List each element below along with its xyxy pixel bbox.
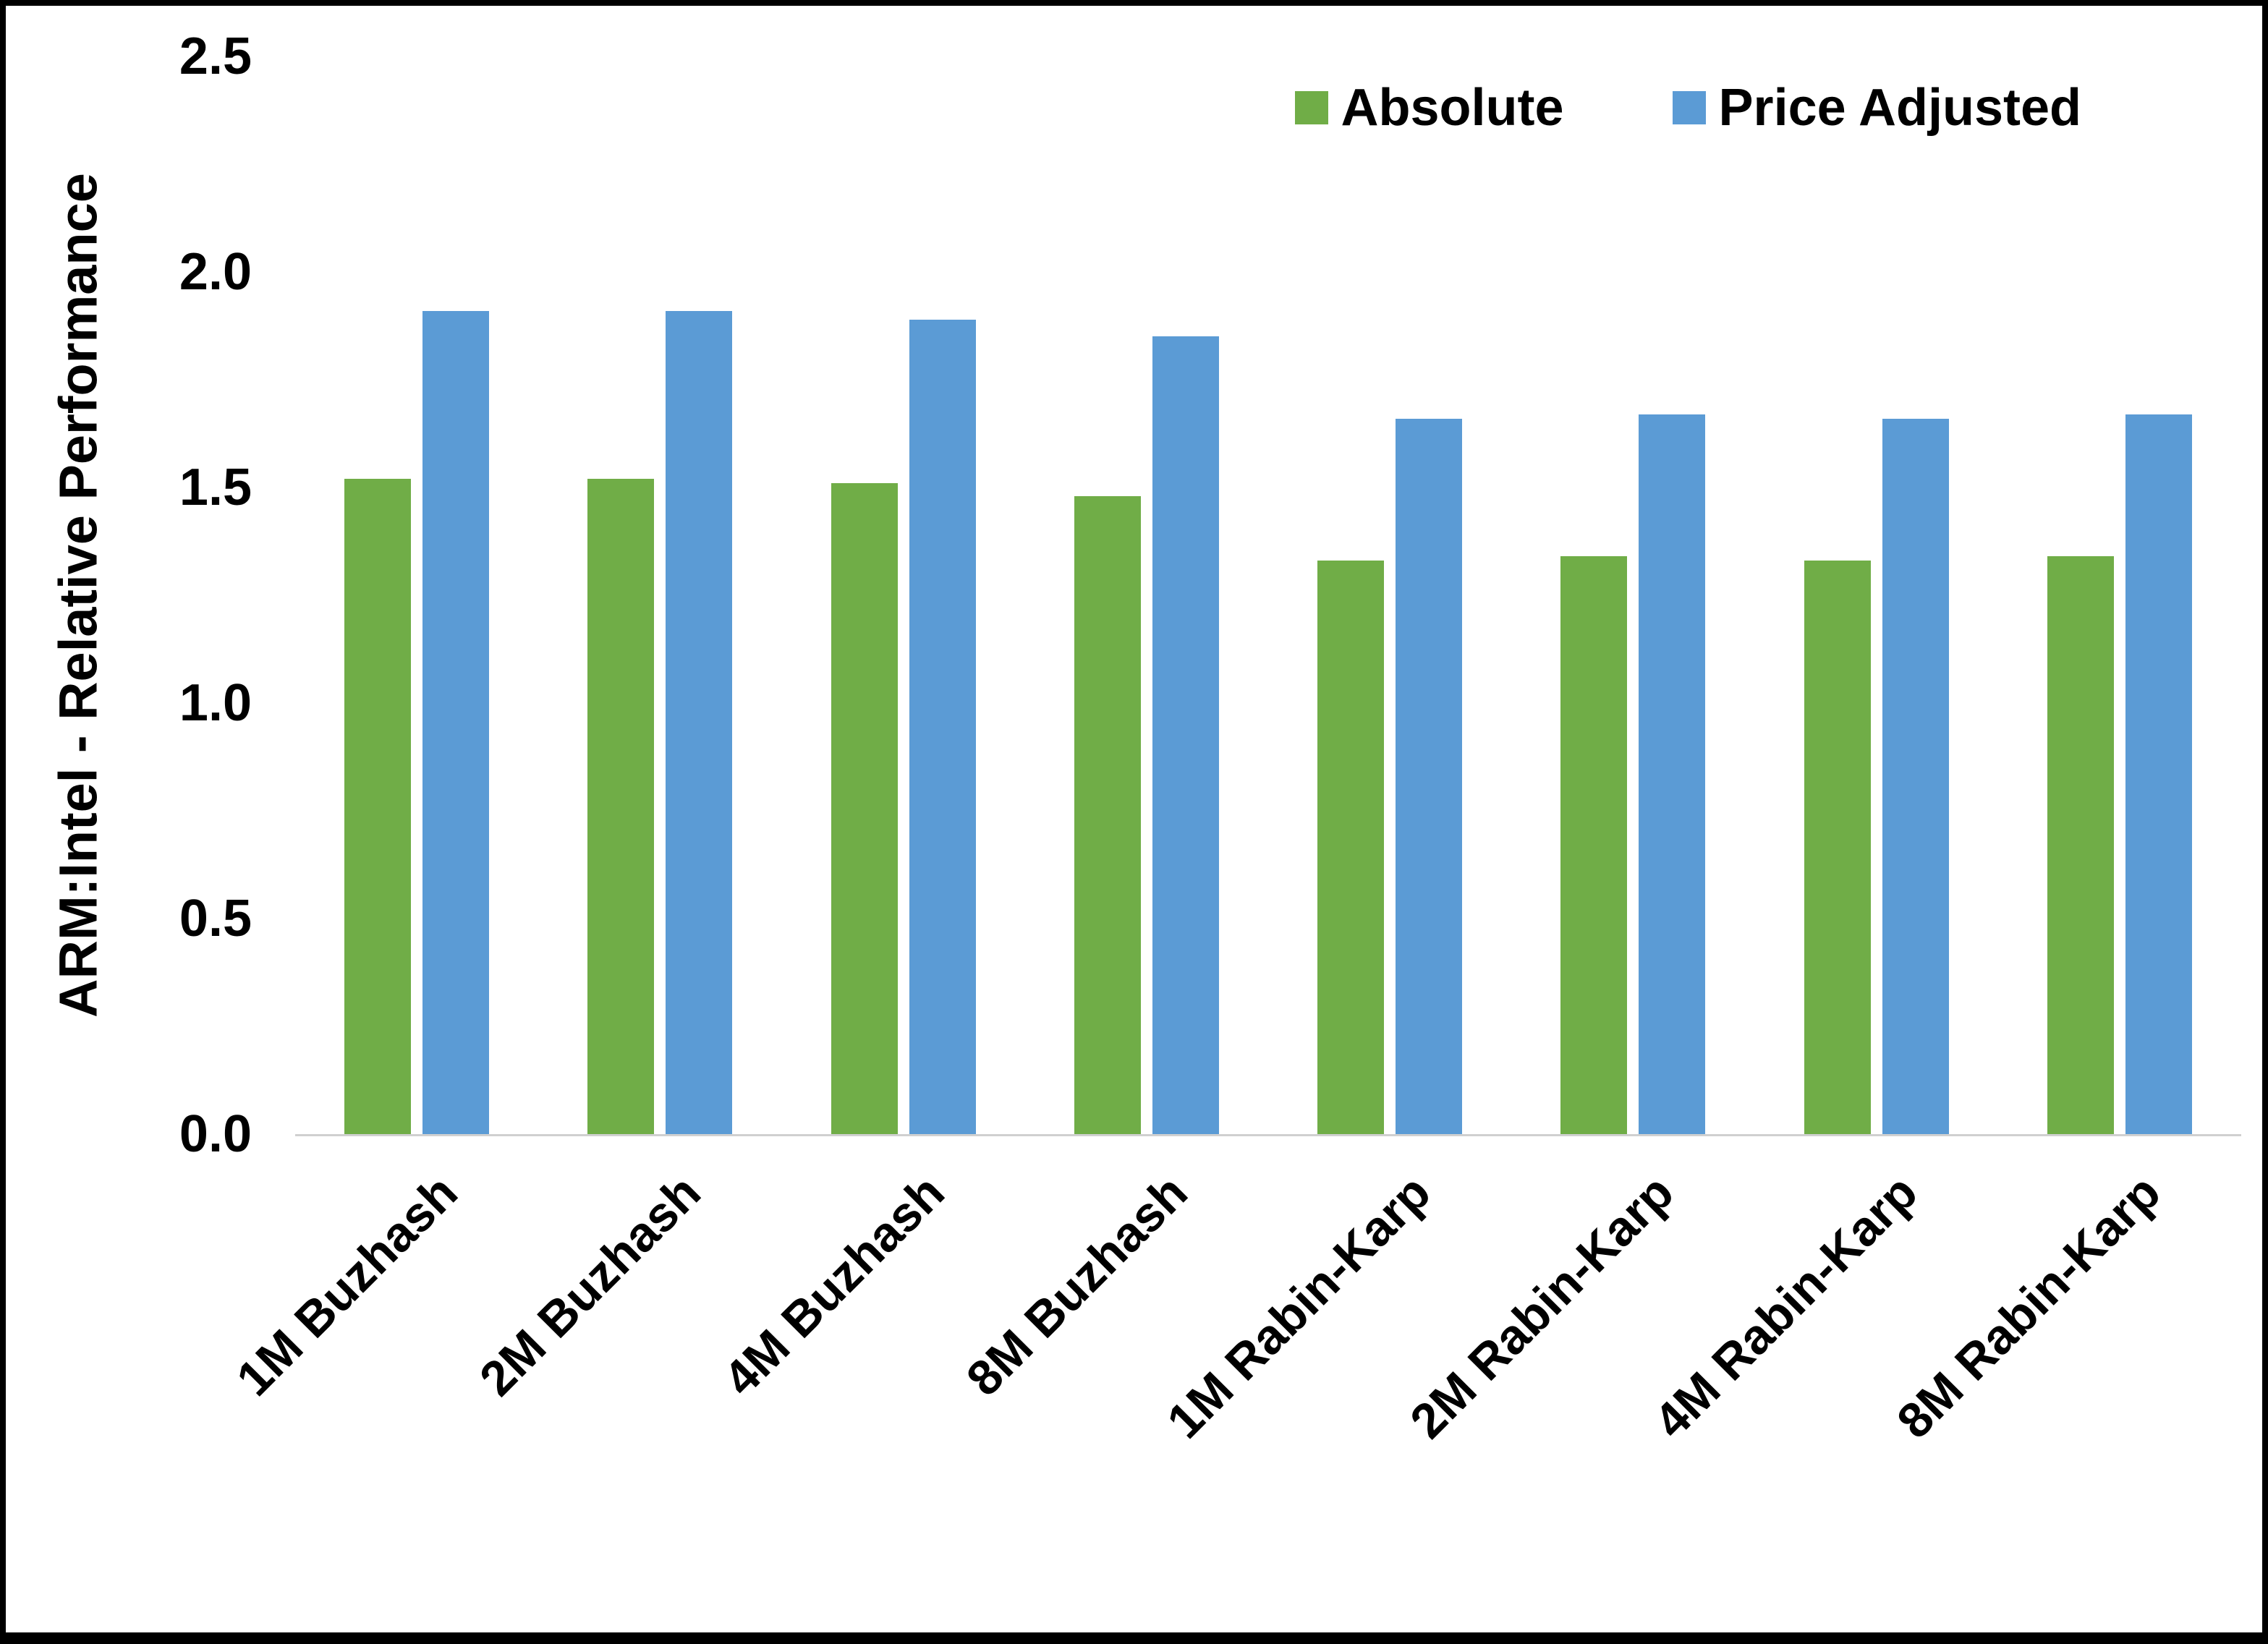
bar-absolute — [1560, 556, 1628, 1134]
y-tick-label: 1.0 — [179, 674, 252, 732]
bar-price-adjusted — [1396, 418, 1463, 1134]
legend-label-price-adjusted: Price Adjusted — [1718, 79, 2081, 137]
x-category-label: 2M Rabin-Karp — [1400, 1164, 1685, 1449]
x-category-label: 4M Buzhash — [713, 1164, 955, 1407]
legend-swatch-absolute-icon — [1294, 91, 1328, 124]
x-category-label: 8M Rabin-Karp — [1886, 1164, 2171, 1449]
x-category-label: 1M Buzhash — [226, 1164, 469, 1407]
bar-price-adjusted — [666, 310, 733, 1134]
bar-price-adjusted — [422, 310, 490, 1134]
bar-price-adjusted — [1152, 336, 1219, 1134]
x-category-label: 4M Rabin-Karp — [1643, 1164, 1928, 1449]
bar-absolute — [2047, 556, 2114, 1134]
y-axis-title: ARM:Intel - Relative Performance — [48, 173, 109, 1018]
plot-area — [295, 56, 2241, 1136]
bar-absolute — [1317, 561, 1385, 1134]
legend-item-absolute: Absolute — [1294, 79, 1564, 137]
bar-price-adjusted — [909, 319, 976, 1134]
legend: Absolute Price Adjusted — [1294, 79, 2081, 137]
y-tick-label: 1.5 — [179, 459, 252, 516]
bar-absolute — [831, 483, 898, 1134]
x-category-label: 8M Buzhash — [956, 1164, 1198, 1407]
y-tick-label: 0.0 — [179, 1105, 252, 1163]
x-category-label: 1M Rabin-Karp — [1157, 1164, 1442, 1449]
legend-label-absolute: Absolute — [1341, 79, 1564, 137]
legend-item-price-adjusted: Price Adjusted — [1672, 79, 2081, 137]
bar-absolute — [1804, 561, 1871, 1134]
bar-price-adjusted — [2125, 414, 2192, 1134]
y-tick-label: 0.5 — [179, 890, 252, 947]
y-tick-label: 2.5 — [179, 27, 252, 85]
bar-absolute — [587, 479, 655, 1134]
bar-absolute — [1074, 495, 1141, 1134]
y-tick-label: 2.0 — [179, 243, 252, 301]
x-category-label: 2M Buzhash — [470, 1164, 712, 1407]
bar-absolute — [344, 479, 412, 1134]
legend-swatch-price-adjusted-icon — [1672, 91, 1706, 124]
bar-price-adjusted — [1639, 414, 1706, 1134]
bar-price-adjusted — [1882, 418, 1949, 1134]
